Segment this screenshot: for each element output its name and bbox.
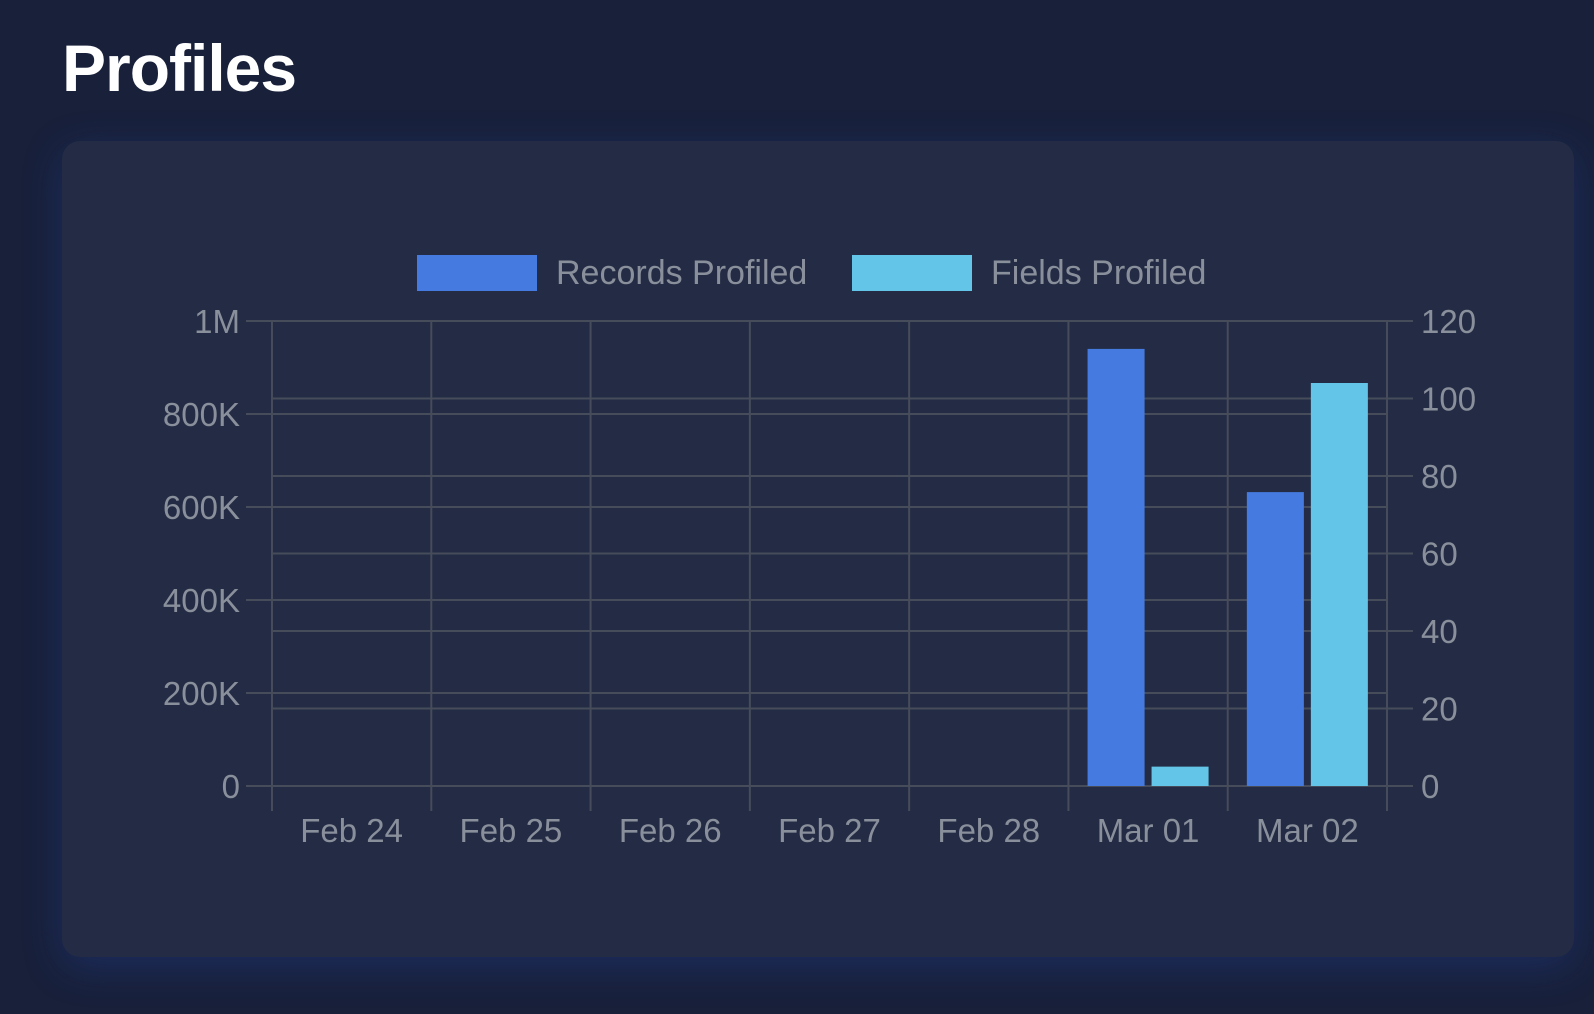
legend-swatch xyxy=(417,255,537,291)
x-tick-label: Feb 27 xyxy=(778,812,881,849)
y-right-tick-label: 0 xyxy=(1421,768,1439,805)
legend-label: Fields Profiled xyxy=(991,254,1206,292)
records-profiled-bar xyxy=(1087,348,1145,786)
records-profiled-bar xyxy=(1246,492,1304,786)
legend-label: Records Profiled xyxy=(556,254,807,292)
y-left-tick-label: 600K xyxy=(163,489,240,526)
y-left-tick-label: 200K xyxy=(163,675,240,712)
y-right-tick-label: 120 xyxy=(1421,303,1476,340)
y-left-tick-label: 1M xyxy=(194,303,240,340)
x-tick-label: Mar 02 xyxy=(1256,812,1359,849)
grid-lines xyxy=(246,320,1413,811)
fields-profiled-bar xyxy=(1310,383,1368,786)
x-tick-label: Mar 01 xyxy=(1097,812,1200,849)
bars xyxy=(1087,348,1368,786)
y-left-tick-label: 800K xyxy=(163,396,240,433)
y-right-tick-label: 20 xyxy=(1421,691,1458,728)
y-right-tick-label: 60 xyxy=(1421,536,1458,573)
y-right-tick-label: 80 xyxy=(1421,458,1458,495)
x-tick-label: Feb 24 xyxy=(300,812,403,849)
axes: 0 200K 400K 600K 800K 1M 0 20 40 60 80 100 120 Feb 24… xyxy=(163,303,1476,849)
x-tick-label: Feb 28 xyxy=(937,812,1040,849)
y-left-tick-label: 400K xyxy=(163,582,240,619)
x-tick-label: Feb 25 xyxy=(460,812,563,849)
x-tick-label: Feb 26 xyxy=(619,812,722,849)
legend-swatch xyxy=(852,255,972,291)
fields-profiled-bar xyxy=(1151,766,1209,786)
legend: Records Profiled Fields Profiled xyxy=(417,254,1206,292)
y-right-tick-label: 100 xyxy=(1421,381,1476,418)
page-title: Profiles xyxy=(62,31,297,105)
y-left-tick-label: 0 xyxy=(222,768,240,805)
y-right-tick-label: 40 xyxy=(1421,613,1458,650)
